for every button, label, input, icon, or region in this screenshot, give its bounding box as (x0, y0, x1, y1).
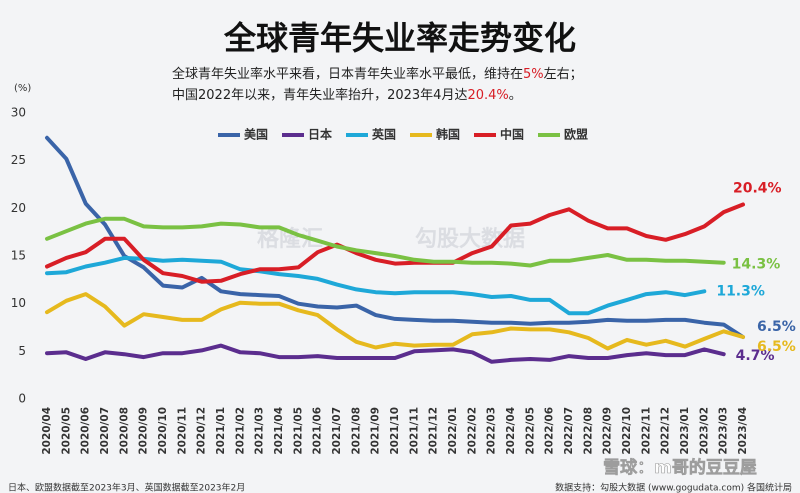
chart-title: 全球青年失业率走势变化 (223, 19, 576, 57)
x-tick-label: 2021/03 (254, 407, 266, 455)
value-label: 6.5% (757, 339, 796, 355)
x-tick-label: 2020/06 (80, 407, 92, 455)
x-tick-label: 2021/08 (350, 407, 362, 455)
x-tick-label: 2022/12 (660, 407, 672, 455)
value-label: 11.3% (716, 283, 765, 299)
x-tick-label: 2020/08 (118, 407, 130, 455)
x-tick-label: 2023/02 (698, 407, 710, 455)
x-tick-label: 2022/04 (505, 407, 517, 455)
watermark: 雪球：m哥的豆豆屋 (603, 457, 757, 478)
value-label: 14.3% (732, 257, 781, 273)
series-line (45, 292, 745, 351)
value-label: 4.7% (736, 348, 775, 364)
footnote: 日本、欧盟数据截至2023年3月、英国数据截至2023年2月 (8, 482, 245, 493)
x-tick-label: 2022/08 (582, 407, 594, 455)
legend-label: 美国 (244, 127, 268, 142)
value-label: 6.5% (757, 319, 796, 335)
x-tick-label: 2020/09 (138, 407, 150, 455)
series-line (45, 202, 745, 284)
x-tick-label: 2023/03 (718, 407, 730, 455)
series-line (45, 135, 745, 339)
y-tick-label: 5 (18, 344, 26, 358)
value-label: 20.4% (733, 181, 782, 197)
y-tick-label: 30 (11, 106, 26, 120)
x-tick-label: 2020/04 (41, 407, 53, 455)
y-tick-label: 25 (11, 153, 26, 167)
y-tick-label: 0 (18, 392, 26, 406)
x-tick-label: 2022/07 (563, 407, 575, 455)
subtitle: 全球青年失业率水平来看，日本青年失业率水平最低，维持在5%左右； (172, 66, 583, 82)
x-tick-label: 2022/03 (486, 407, 498, 455)
x-tick-label: 2021/11 (408, 407, 420, 455)
x-tick-label: 2021/10 (389, 407, 401, 455)
series-line (45, 255, 707, 316)
legend-label: 韩国 (436, 127, 460, 142)
x-tick-label: 2022/05 (524, 407, 536, 455)
y-axis-label: (%) (14, 83, 31, 94)
series-line (45, 216, 726, 268)
subtitle-segment: 5% (523, 67, 544, 82)
x-tick-label: 2022/06 (544, 407, 556, 455)
subtitle-segment: 左右； (544, 67, 583, 82)
x-tick-label: 2021/07 (331, 407, 343, 455)
subtitle-segment: 中国2022年以来，青年失业率抬升，2023年4月达 (172, 87, 467, 103)
x-tick-label: 2022/10 (621, 407, 633, 455)
subtitle-segment: 全球青年失业率水平来看，日本青年失业率水平最低，维持在 (172, 66, 523, 82)
x-tick-label: 2023/01 (679, 407, 691, 455)
subtitle-segment: 。 (509, 88, 522, 103)
legend-label: 欧盟 (564, 127, 588, 142)
x-tick-label: 2021/05 (292, 407, 304, 455)
source: 数据支持：勾股大数据 (www.gogudata.com) 各国统计局 (555, 482, 792, 493)
x-tick-label: 2022/01 (447, 407, 459, 455)
legend-label: 日本 (308, 127, 332, 142)
x-tick-label: 2021/01 (215, 407, 227, 455)
legend-label: 中国 (500, 127, 524, 142)
series-line (45, 343, 726, 364)
x-tick-label: 2021/02 (234, 407, 246, 455)
x-tick-label: 2020/12 (196, 407, 208, 455)
subtitle-segment: 20.4% (467, 88, 508, 103)
y-tick-label: 20 (11, 201, 26, 215)
x-tick-label: 2023/04 (737, 407, 749, 455)
x-tick-label: 2022/02 (466, 407, 478, 455)
x-tick-label: 2021/09 (370, 407, 382, 455)
legend-label: 英国 (372, 127, 396, 142)
subtitle: 中国2022年以来，青年失业率抬升，2023年4月达20.4%。 (172, 87, 522, 103)
x-tick-label: 2021/06 (312, 407, 324, 455)
x-tick-label: 2020/11 (176, 407, 188, 455)
x-tick-label: 2021/04 (273, 407, 285, 455)
x-tick-label: 2022/09 (602, 407, 614, 455)
x-tick-label: 2021/12 (428, 407, 440, 455)
x-tick-label: 2020/05 (60, 407, 72, 455)
y-tick-label: 10 (11, 296, 26, 310)
y-tick-label: 15 (11, 249, 26, 263)
x-tick-label: 2020/07 (99, 407, 111, 455)
x-tick-label: 2020/10 (157, 407, 169, 455)
x-tick-label: 2022/11 (640, 407, 652, 455)
